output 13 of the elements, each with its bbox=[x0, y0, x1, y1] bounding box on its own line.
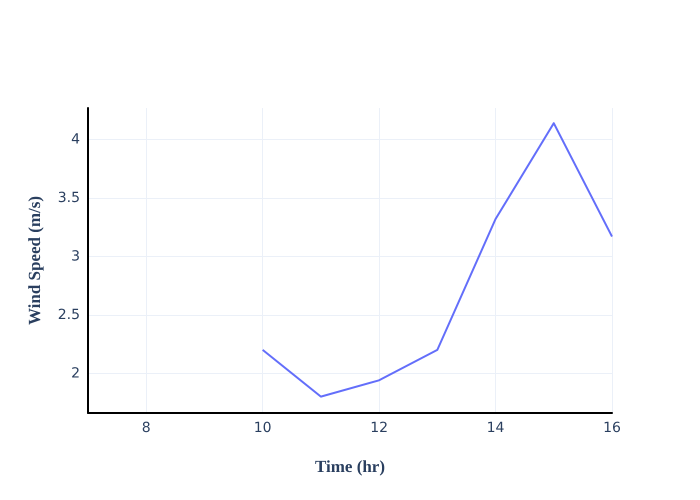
y-tick-label: 2.5 bbox=[58, 306, 80, 323]
x-tick-label: 12 bbox=[370, 420, 388, 436]
x-tick-label: 8 bbox=[142, 420, 151, 436]
y-tick-label: 3.5 bbox=[58, 190, 80, 206]
y-tick-label: 2 bbox=[71, 365, 80, 382]
x-tick-label: 14 bbox=[486, 420, 505, 436]
x-tick-label: 10 bbox=[254, 420, 272, 436]
y-axis-title: Wind Speed (m/s) bbox=[25, 196, 44, 326]
line-series bbox=[262, 122, 613, 398]
x-tick-label: 16 bbox=[603, 420, 621, 436]
y-tick-label: 3 bbox=[71, 248, 80, 264]
y-tick-label: 4 bbox=[71, 132, 80, 148]
x-axis-title: Time (hr) bbox=[314, 457, 386, 476]
